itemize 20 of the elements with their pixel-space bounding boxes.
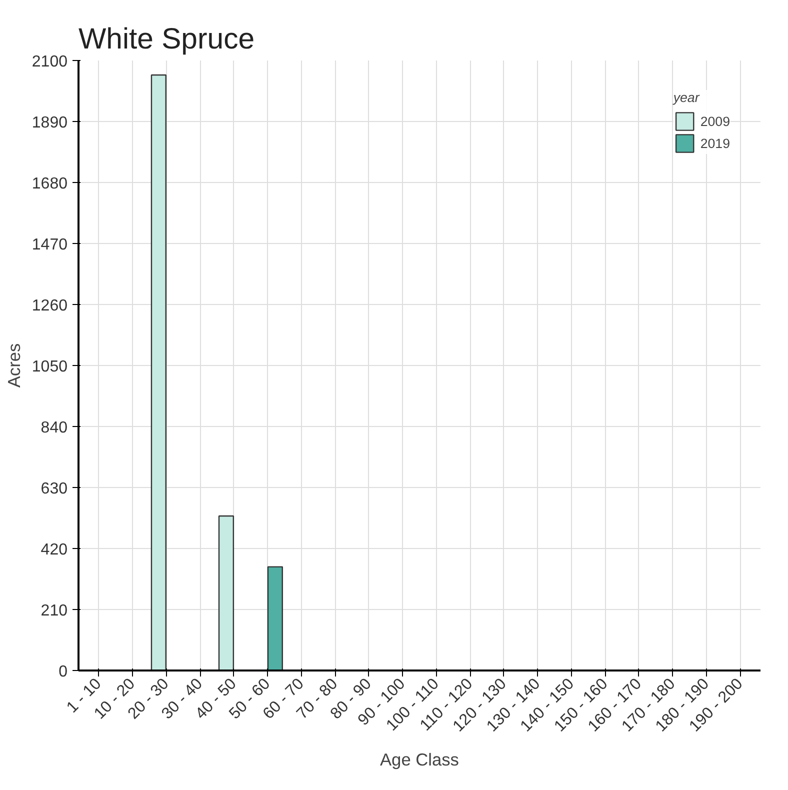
bar	[150, 74, 166, 670]
y-axis-title: Acres	[4, 343, 24, 388]
legend-title: year	[673, 90, 701, 105]
y-tick-label: 2100	[32, 54, 68, 70]
y-tick-label: 0	[58, 664, 68, 680]
x-axis-title: Age Class	[380, 749, 460, 770]
y-tick-label: 1470	[32, 236, 68, 254]
y-tick-label: 1260	[32, 298, 68, 314]
y-tick-label: 420	[40, 542, 68, 558]
y-tick-label: 630	[40, 480, 68, 498]
legend-label: 2019	[700, 136, 730, 150]
y-tick-label: 1680	[32, 176, 68, 192]
chart-title: White Spruce	[78, 22, 255, 56]
bar	[218, 515, 234, 670]
y-tick-label: 210	[40, 602, 68, 620]
y-tick-label: 1050	[32, 358, 68, 376]
y-tick-label: 840	[40, 420, 68, 436]
legend-label: 2009	[700, 114, 730, 128]
y-tick-label: 1890	[32, 114, 68, 132]
bar	[267, 566, 283, 670]
